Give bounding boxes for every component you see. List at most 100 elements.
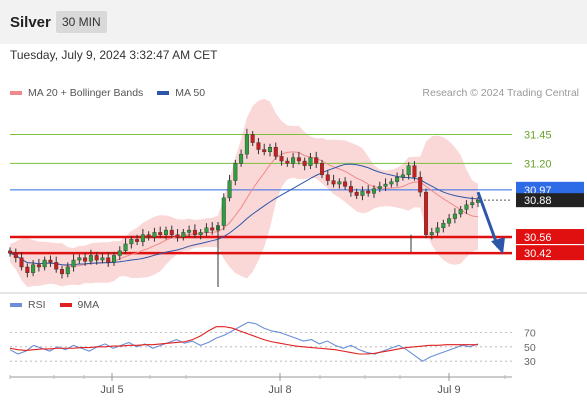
candle-down xyxy=(175,234,180,238)
candle-down xyxy=(273,147,278,157)
candle-down xyxy=(210,227,215,231)
candle-up xyxy=(291,157,296,164)
support-tag xyxy=(516,229,584,245)
candle-down xyxy=(25,266,30,273)
candle-up xyxy=(198,232,203,235)
time-label: Jul 5 xyxy=(100,384,123,396)
ma50-swatch xyxy=(157,91,170,95)
legend-item-ma20: MA 20 + Bollinger Bands xyxy=(10,87,143,99)
resistance-label: 31.20 xyxy=(524,158,552,170)
candle-up xyxy=(360,190,365,196)
candle-up xyxy=(464,204,469,210)
candle-down xyxy=(192,229,197,235)
candle-up xyxy=(227,180,232,199)
rsi-tick-label: 30 xyxy=(524,356,536,368)
legend-label-rsi: RSI xyxy=(28,299,46,311)
resistance-label: 31.45 xyxy=(524,130,552,142)
last-price-tag xyxy=(516,193,584,208)
candle-up xyxy=(383,183,388,187)
candle-down xyxy=(158,232,163,235)
forecast-arrow-head xyxy=(491,237,505,255)
candle-up xyxy=(163,229,168,235)
candle-up xyxy=(140,234,145,242)
candle-down xyxy=(348,186,353,193)
support-label: 30.42 xyxy=(524,248,552,260)
candle-down xyxy=(331,180,336,185)
candle-up xyxy=(406,165,411,176)
candle-down xyxy=(325,174,330,181)
candle-down xyxy=(94,255,99,261)
candle-up xyxy=(372,188,377,194)
candle-up xyxy=(452,213,457,219)
candle-down xyxy=(285,160,290,164)
candle-up xyxy=(389,181,394,185)
ma50-line xyxy=(9,163,479,266)
candle-up xyxy=(77,257,82,261)
time-label: Jul 8 xyxy=(268,384,291,396)
support-label: 30.56 xyxy=(524,232,552,244)
rsi-ma-line xyxy=(9,326,478,355)
credit: Research © 2024 Trading Central xyxy=(422,87,579,99)
ma20-swatch xyxy=(10,91,22,95)
candle-down xyxy=(314,157,319,164)
candle-up xyxy=(233,163,238,181)
candle-up xyxy=(476,199,481,203)
instrument-title: Silver xyxy=(10,14,51,31)
candle-down xyxy=(262,149,267,153)
candle-down xyxy=(19,257,24,268)
candle-down xyxy=(106,257,111,263)
forecast-arrow xyxy=(476,191,500,248)
candle-down xyxy=(169,229,174,235)
legend-label-ma50: MA 50 xyxy=(175,87,206,99)
candle-up xyxy=(377,186,382,189)
candle-up xyxy=(429,232,434,235)
candle-down xyxy=(302,160,307,166)
candle-down xyxy=(13,252,18,258)
candle-up xyxy=(100,257,105,261)
rsi-swatch xyxy=(10,303,22,307)
candle-down xyxy=(36,264,41,268)
candle-up xyxy=(337,181,342,185)
candle-up xyxy=(268,147,273,153)
main-legend: MA 20 + Bollinger Bands MA 50 xyxy=(10,87,219,99)
legend-item-rsi: RSI xyxy=(10,299,46,311)
candle-down xyxy=(146,234,151,238)
candle-down xyxy=(296,157,301,162)
candle-up xyxy=(239,153,244,164)
candle-up xyxy=(221,197,226,226)
candle-up xyxy=(308,157,313,166)
candle-up xyxy=(458,209,463,215)
candle-up xyxy=(395,176,400,182)
candle-down xyxy=(366,190,371,194)
candle-up xyxy=(470,202,475,205)
candle-up xyxy=(65,266,70,275)
candle-down xyxy=(343,181,348,187)
candle-up xyxy=(400,174,405,178)
candle-down xyxy=(7,250,12,254)
candle-down xyxy=(320,163,325,176)
time-label: Jul 9 xyxy=(437,384,460,396)
candle-down xyxy=(250,134,255,143)
candle-up xyxy=(435,227,440,233)
ma9-swatch xyxy=(59,303,72,307)
rsi-tick-label: 70 xyxy=(524,327,536,339)
timeframe-button[interactable]: 30 MIN xyxy=(56,11,107,33)
candle-up xyxy=(111,255,116,263)
candle-down xyxy=(424,191,429,235)
candle-down xyxy=(279,156,284,162)
candle-up xyxy=(129,239,134,245)
ma50-level-tag xyxy=(516,181,584,197)
candle-up xyxy=(117,250,122,256)
candle-up xyxy=(244,134,249,155)
candle-down xyxy=(83,257,88,262)
candle-up xyxy=(71,259,76,268)
legend-item-ma50: MA 50 xyxy=(157,87,205,99)
candle-up xyxy=(181,232,186,238)
candle-up xyxy=(187,229,192,233)
candle-down xyxy=(354,191,359,196)
rsi-legend: RSI 9MA xyxy=(10,299,113,311)
candle-up xyxy=(123,243,128,252)
candle-up xyxy=(31,264,36,273)
legend-item-9ma: 9MA xyxy=(59,299,99,311)
